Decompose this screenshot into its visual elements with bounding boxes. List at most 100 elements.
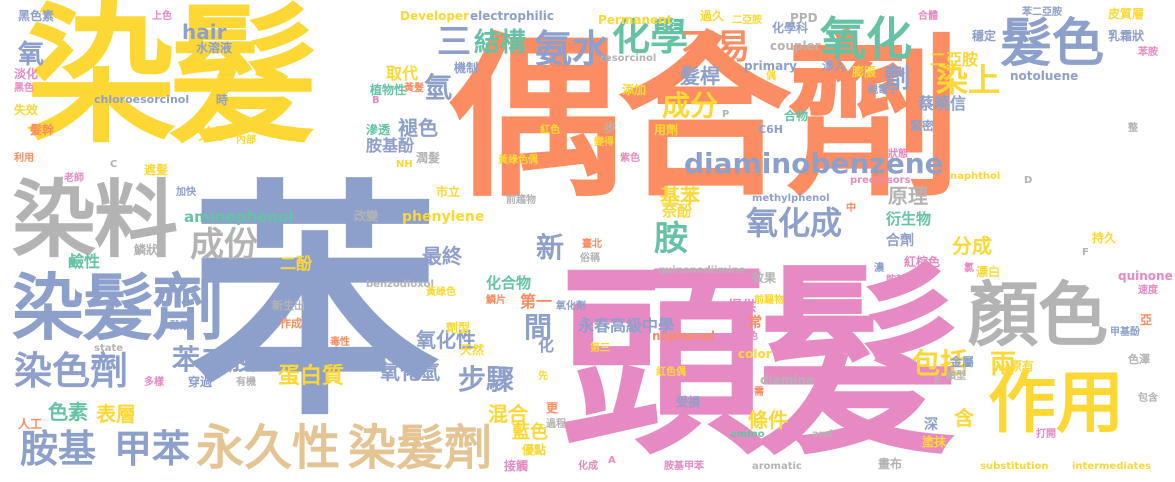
word-106: 潤髮 [416, 151, 441, 165]
word-77: 苯胺 [1138, 47, 1158, 58]
word-162: state [94, 343, 124, 354]
word-129: 天然 [460, 343, 485, 357]
word-169: 前驅物 [754, 295, 784, 306]
word-180: 先 [538, 371, 548, 382]
word-30: 兩 [990, 350, 1017, 380]
word-126: benzodioxol [366, 279, 434, 290]
word-4: 苯 [190, 159, 440, 450]
word-130: 第三 [590, 343, 610, 354]
word-3: 頭髮 [560, 245, 960, 482]
word-86: notoluene [1010, 69, 1079, 83]
word-51: hair [182, 20, 227, 44]
word-19: 成份 [190, 225, 258, 265]
word-102: C6H [758, 123, 783, 136]
word-156: 原有 [1010, 359, 1035, 373]
word-155: dimine [876, 373, 915, 384]
word-110: 市立 [436, 185, 461, 199]
word-64: 含 [954, 406, 974, 430]
word-66: 永春高級中學 [578, 316, 675, 335]
word-164: 上色 [152, 11, 172, 22]
word-151: intermediates [1072, 461, 1152, 472]
word-35: 蛋白質 [278, 364, 345, 389]
word-124: 速度 [1138, 285, 1158, 296]
word-177: 氧化劑 [556, 301, 586, 312]
word-75: 皮質層 [1108, 7, 1145, 21]
word-178: 鱗片 [486, 295, 506, 306]
word-68: Developer [400, 9, 470, 23]
word-17: diaminobenzene [684, 147, 944, 180]
word-89: 失效 [14, 103, 39, 117]
word-118: 俗稱 [580, 253, 600, 264]
word-87: 淡化 [14, 67, 39, 81]
word-98: 緊密 [910, 119, 935, 133]
word-113: 前趨物 [506, 195, 536, 206]
word-116: 鱗狀 [134, 243, 159, 257]
word-59: 第一 [520, 292, 553, 311]
word-65: phenylene [402, 209, 485, 225]
word-134: 甲基酚 [1110, 327, 1140, 338]
word-82: primary [744, 59, 797, 73]
word-54: 褪色 [398, 116, 438, 140]
word-170: 提供 [728, 299, 756, 315]
word-136: 色澤 [1128, 353, 1150, 366]
word-147: 胺基甲苯 [664, 461, 704, 472]
word-176: 黃綠色偶 [498, 155, 538, 166]
word-161: 酚類 [170, 321, 190, 332]
word-63: 合劑 [886, 233, 914, 249]
word-8: 作用 [988, 364, 1125, 443]
word-18: 氧化成 [746, 204, 843, 242]
word-132: 無色 [738, 331, 758, 342]
word-172: 需 [754, 387, 764, 398]
word-70: Permanent [598, 13, 673, 27]
word-117: 臺北 [582, 239, 602, 250]
word-166: 萘類 [370, 337, 390, 348]
word-114: methylphenol [752, 193, 830, 204]
word-76: 乳霜狀 [1108, 29, 1145, 43]
word-71: 過久 [700, 9, 725, 23]
word-84: coupler [770, 39, 821, 53]
word-37: 表層 [96, 402, 136, 426]
word-140: 更 [546, 401, 559, 415]
word-38: 混合 [488, 402, 528, 426]
word-62: 衍生物 [886, 210, 932, 228]
word-20: 永久性 [196, 420, 341, 476]
word-99: 合物 [784, 109, 809, 123]
word-52: 氧 [18, 40, 45, 70]
word-80: 機制 [454, 61, 479, 75]
word-107: 遮髮 [144, 163, 169, 177]
word-115: 改變 [354, 209, 379, 223]
word-123: quinone [1118, 269, 1173, 283]
word-160: 狀態 [888, 149, 908, 160]
word-44: 藍色 [512, 422, 548, 443]
word-159: nophenol [652, 329, 715, 343]
word-149: 畫布 [878, 457, 903, 471]
word-104: 滲透 [366, 123, 391, 137]
word-167: 加快 [176, 187, 196, 198]
word-42: 最終 [422, 244, 462, 268]
word-72: 二亞胺 [732, 15, 762, 26]
word-14: 結構 [474, 28, 527, 58]
word-148: aromatic [752, 461, 802, 472]
word-57: 鹼性 [68, 252, 101, 271]
word-139: 受損 [676, 395, 701, 409]
word-92: 時 [216, 93, 229, 107]
word-152: 打開 [1036, 429, 1056, 440]
word-34: 氧化性 [416, 328, 476, 352]
word-58: 二酚 [280, 254, 313, 273]
word-182: 黃綠色 [426, 287, 456, 298]
word-171: 常 [748, 315, 762, 331]
word-168: 類型 [946, 371, 966, 382]
word-97: 親電子 [868, 85, 898, 96]
word-189: 偶 [766, 71, 776, 82]
word-39: 原理 [888, 184, 928, 208]
word-7: 顏色 [968, 274, 1108, 356]
word-121: 持久 [1092, 231, 1117, 245]
word-88: 黑色 [14, 83, 34, 94]
word-146: 化成 [578, 461, 598, 472]
word-90: 髮幹 [30, 123, 55, 137]
word-150: substitution [980, 461, 1049, 472]
word-10: 氧化 [820, 12, 912, 66]
word-196: E [934, 375, 941, 386]
word-32: 氫 [424, 71, 453, 104]
word-2: 偶合劑 [448, 18, 961, 221]
